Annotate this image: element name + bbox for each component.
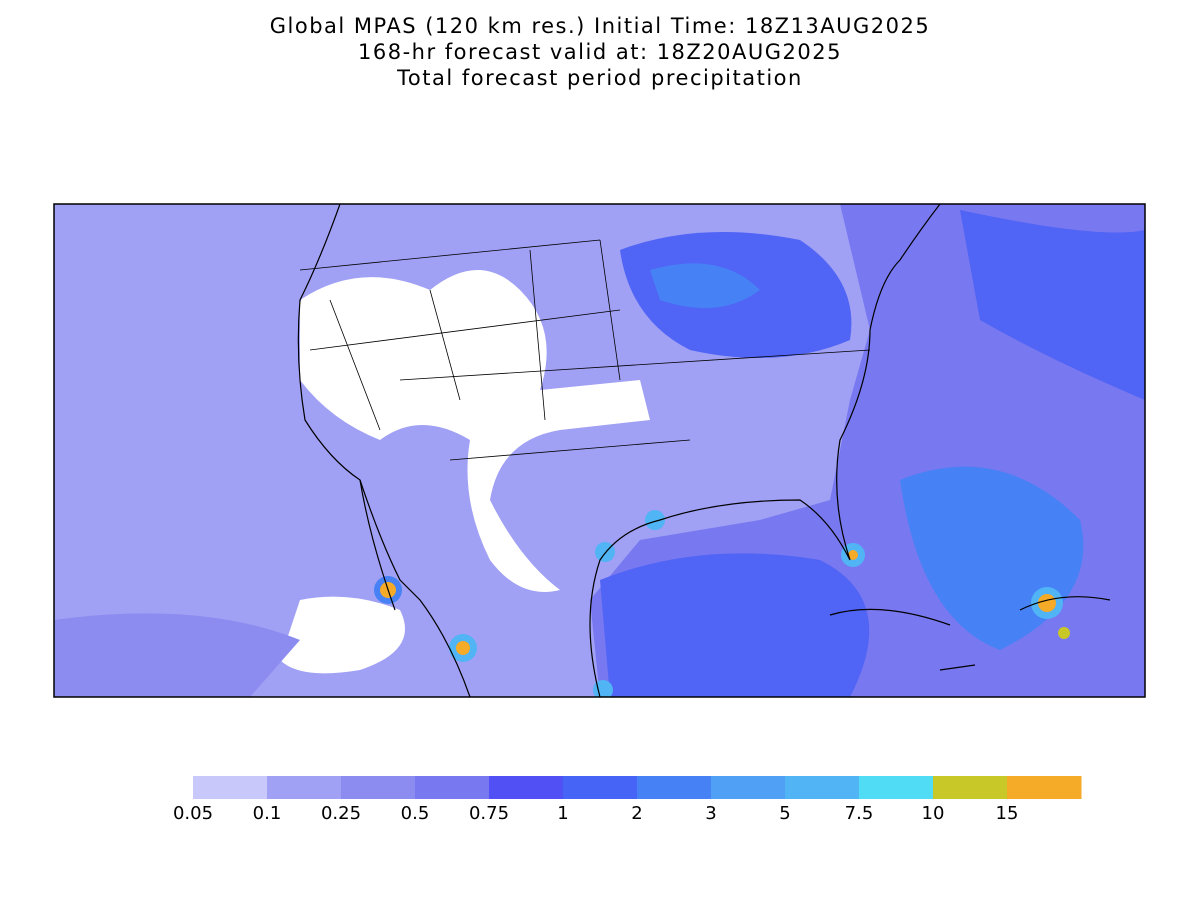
colorbar-label: 7.5 (845, 803, 874, 824)
colorbar-label: 0.1 (253, 803, 282, 824)
map-field (54, 204, 1145, 697)
coastline (297, 204, 941, 697)
colorbar-label: 0.5 (401, 803, 430, 824)
precip-region (54, 204, 313, 600)
title-line: Global MPAS (120 km res.) Initial Time: … (270, 14, 931, 38)
colorbar-label: 0.25 (321, 803, 361, 824)
precip-region (54, 613, 300, 697)
colorbar-swatch (637, 776, 712, 799)
title-line: Total forecast period precipitation (396, 66, 803, 90)
state-border (299, 239, 871, 461)
colorbar: 0.05 0.1 0.25 0.5 0.75 1 2 3 5 7.5 10 15 (173, 776, 1082, 824)
precip-spot (645, 510, 665, 530)
colorbar-label: 2 (631, 803, 642, 824)
dry-region (280, 596, 405, 674)
title-line: 168-hr forecast valid at: 18Z20AUG2025 (358, 40, 842, 64)
coastline (359, 479, 1111, 671)
colorbar-swatch (341, 776, 416, 799)
colorbar-swatch (1007, 776, 1082, 799)
precip-region (960, 210, 1145, 400)
colorbar-label: 1 (557, 803, 568, 824)
colorbar-label: 10 (922, 803, 945, 824)
precip-spot (1038, 594, 1056, 612)
colorbar-swatch (785, 776, 860, 799)
precip-spot (1058, 627, 1070, 639)
precip-spot (593, 680, 613, 697)
colorbar-swatch (563, 776, 638, 799)
colorbar-label: 15 (996, 803, 1019, 824)
colorbar-swatch (933, 776, 1008, 799)
colorbar-swatch (859, 776, 934, 799)
precip-spot (848, 550, 858, 560)
colorbar-swatch (267, 776, 342, 799)
colorbar-swatch (711, 776, 786, 799)
colorbar-swatch (193, 776, 268, 799)
colorbar-label: 5 (779, 803, 790, 824)
precip-spot (456, 641, 470, 655)
colorbar-swatch (489, 776, 564, 799)
colorbar-label: 3 (705, 803, 716, 824)
colorbar-label: 0.75 (469, 803, 509, 824)
precip-region (600, 553, 870, 697)
precip-region (650, 263, 760, 308)
map-frame (53, 203, 1146, 698)
dry-region (300, 270, 650, 592)
colorbar-swatch (415, 776, 490, 799)
colorbar-label: 0.05 (173, 803, 213, 824)
